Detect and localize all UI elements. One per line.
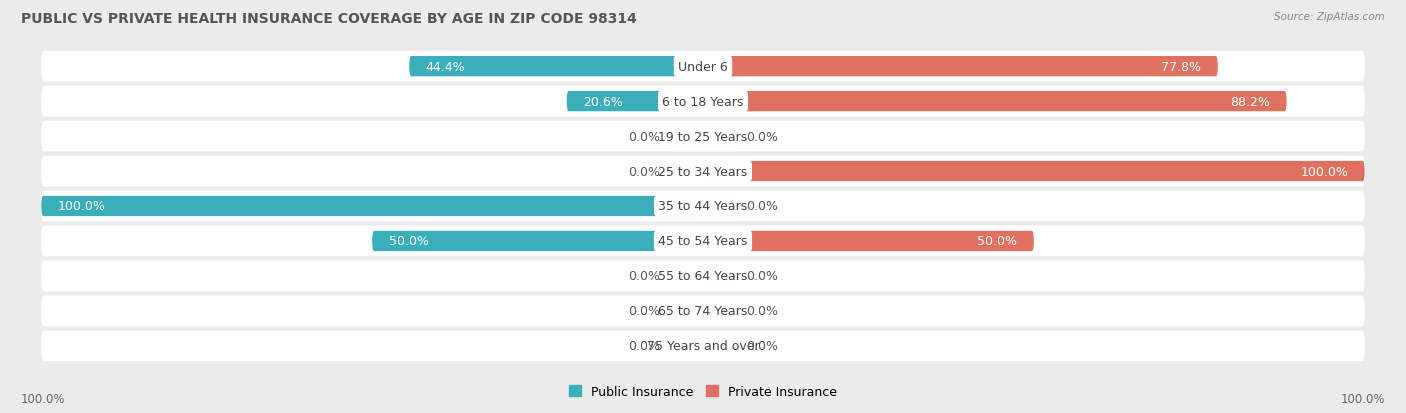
Text: 25 to 34 Years: 25 to 34 Years (658, 165, 748, 178)
Text: 55 to 64 Years: 55 to 64 Years (658, 270, 748, 283)
FancyBboxPatch shape (41, 226, 1365, 257)
Text: 0.0%: 0.0% (747, 130, 778, 143)
Text: 45 to 54 Years: 45 to 54 Years (658, 235, 748, 248)
FancyBboxPatch shape (703, 161, 1365, 182)
Text: 75 Years and over: 75 Years and over (647, 339, 759, 352)
FancyBboxPatch shape (669, 266, 703, 286)
FancyBboxPatch shape (41, 87, 1365, 117)
Text: PUBLIC VS PRIVATE HEALTH INSURANCE COVERAGE BY AGE IN ZIP CODE 98314: PUBLIC VS PRIVATE HEALTH INSURANCE COVER… (21, 12, 637, 26)
Text: 50.0%: 50.0% (977, 235, 1018, 248)
FancyBboxPatch shape (703, 336, 737, 356)
FancyBboxPatch shape (703, 127, 737, 147)
Text: 0.0%: 0.0% (628, 339, 659, 352)
Text: Under 6: Under 6 (678, 61, 728, 74)
FancyBboxPatch shape (41, 52, 1365, 82)
FancyBboxPatch shape (41, 261, 1365, 292)
FancyBboxPatch shape (567, 92, 703, 112)
Text: 100.0%: 100.0% (21, 392, 66, 405)
Text: 6 to 18 Years: 6 to 18 Years (662, 95, 744, 108)
Text: 77.8%: 77.8% (1161, 61, 1201, 74)
FancyBboxPatch shape (669, 127, 703, 147)
FancyBboxPatch shape (703, 301, 737, 321)
Text: 20.6%: 20.6% (583, 95, 623, 108)
Text: 0.0%: 0.0% (747, 270, 778, 283)
Text: 88.2%: 88.2% (1230, 95, 1270, 108)
Text: 19 to 25 Years: 19 to 25 Years (658, 130, 748, 143)
Text: 0.0%: 0.0% (628, 165, 659, 178)
FancyBboxPatch shape (703, 231, 1033, 252)
FancyBboxPatch shape (373, 231, 703, 252)
Text: 0.0%: 0.0% (628, 130, 659, 143)
FancyBboxPatch shape (41, 331, 1365, 361)
Text: 0.0%: 0.0% (747, 339, 778, 352)
FancyBboxPatch shape (703, 92, 1286, 112)
Text: 0.0%: 0.0% (747, 305, 778, 318)
Text: 0.0%: 0.0% (628, 305, 659, 318)
Text: 0.0%: 0.0% (628, 270, 659, 283)
Text: 100.0%: 100.0% (1340, 392, 1385, 405)
FancyBboxPatch shape (669, 161, 703, 182)
Text: 100.0%: 100.0% (1301, 165, 1348, 178)
Text: Source: ZipAtlas.com: Source: ZipAtlas.com (1274, 12, 1385, 22)
Text: 65 to 74 Years: 65 to 74 Years (658, 305, 748, 318)
FancyBboxPatch shape (409, 57, 703, 77)
FancyBboxPatch shape (703, 197, 737, 216)
Text: 100.0%: 100.0% (58, 200, 105, 213)
FancyBboxPatch shape (41, 156, 1365, 187)
Text: 44.4%: 44.4% (426, 61, 465, 74)
FancyBboxPatch shape (703, 57, 1218, 77)
FancyBboxPatch shape (669, 336, 703, 356)
FancyBboxPatch shape (703, 266, 737, 286)
FancyBboxPatch shape (41, 121, 1365, 152)
FancyBboxPatch shape (41, 191, 1365, 222)
Legend: Public Insurance, Private Insurance: Public Insurance, Private Insurance (568, 385, 838, 398)
Text: 50.0%: 50.0% (388, 235, 429, 248)
FancyBboxPatch shape (41, 197, 703, 216)
Text: 35 to 44 Years: 35 to 44 Years (658, 200, 748, 213)
FancyBboxPatch shape (41, 296, 1365, 326)
FancyBboxPatch shape (669, 301, 703, 321)
Text: 0.0%: 0.0% (747, 200, 778, 213)
